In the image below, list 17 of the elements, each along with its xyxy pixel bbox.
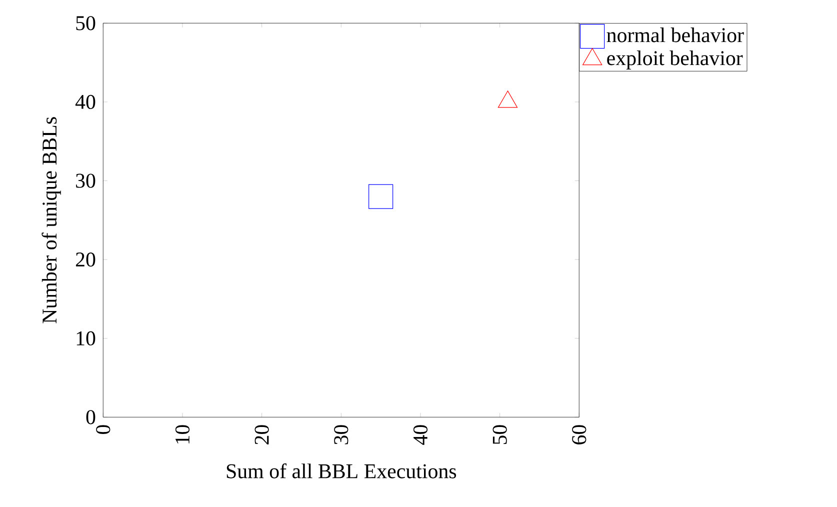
- legend-label: exploit behavior: [607, 50, 743, 70]
- legend-label: normal behavior: [606, 28, 744, 42]
- x-tick-label: 20: [254, 425, 269, 444]
- y-tick-label: 30: [76, 174, 96, 188]
- x-axis-title: Sum of all BBL Executions: [226, 463, 456, 478]
- x-tick-label: 10: [175, 425, 190, 444]
- y-tick-label: 50: [76, 16, 96, 30]
- x-tick-label: 30: [334, 425, 348, 444]
- x-tick-label: 0: [96, 425, 110, 434]
- x-tick-label: 40: [413, 425, 428, 445]
- y-axis-title: Number of unique BBLs: [42, 117, 61, 324]
- x-tick-label: 60: [572, 425, 586, 444]
- y-tick-label: 20: [76, 252, 96, 267]
- y-tick-label: 10: [76, 331, 96, 346]
- y-tick-label: 0: [86, 410, 96, 424]
- y-tick-label: 40: [75, 94, 96, 110]
- x-tick-label: 50: [492, 425, 507, 444]
